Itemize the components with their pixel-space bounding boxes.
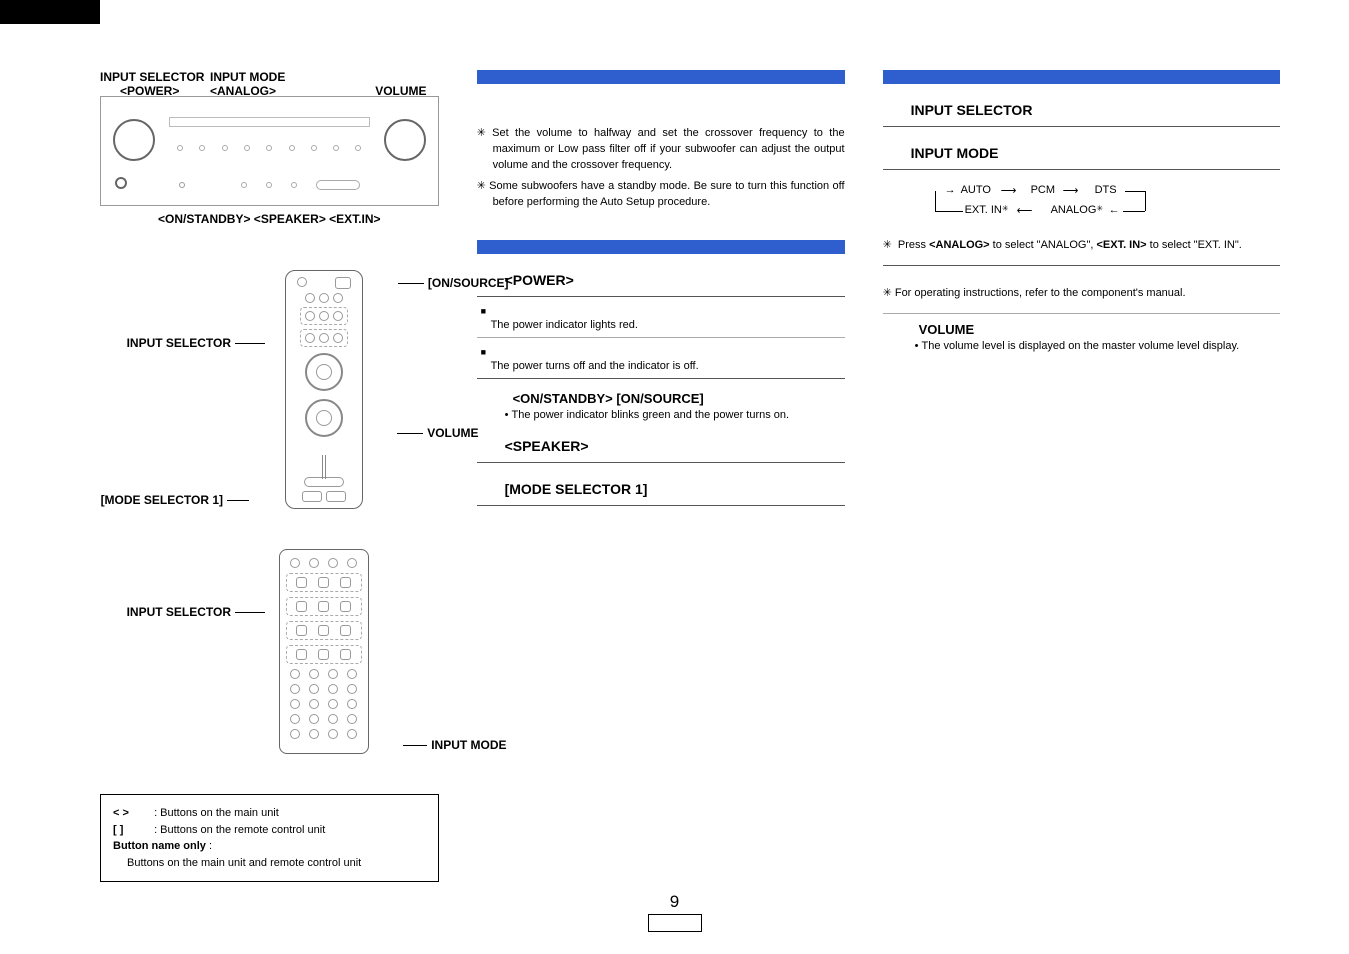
- button-row2-icon: [169, 179, 370, 191]
- callout-on-source: [ON/SOURCE]: [428, 276, 509, 290]
- mode-extin: EXT. IN✳: [965, 204, 1009, 216]
- legend-line-1: < > : Buttons on the main unit: [113, 805, 426, 822]
- callout-input-mode-r2: INPUT MODE: [431, 738, 506, 752]
- divider: [883, 313, 1280, 314]
- receiver-top-labels: INPUT SELECTOR INPUT MODE <POWER> <ANALO…: [100, 70, 439, 96]
- standby-button-icon: [115, 177, 127, 189]
- remote-1-body: [285, 270, 363, 509]
- divider: [883, 169, 1280, 170]
- blue-bar-mid-2: [477, 240, 845, 254]
- legend-line-2: [ ] : Buttons on the remote control unit: [113, 822, 426, 839]
- callout-input-selector-r1: INPUT SELECTOR: [127, 336, 231, 350]
- mode-analog: ANALOG✳: [1051, 204, 1104, 216]
- mode-pcm: PCM: [1031, 184, 1055, 196]
- display-slot-icon: [169, 117, 370, 127]
- mode-auto: AUTO: [961, 184, 991, 196]
- remote-1-diagram: [ON/SOURCE] INPUT SELECTOR VOLUME [MODE …: [239, 270, 439, 509]
- receiver-diagram: [100, 96, 439, 206]
- on-standby-heading: <ON/STANDBY> [ON/SOURCE]: [513, 391, 845, 406]
- on-standby-text: The power indicator blinks green and the…: [505, 408, 845, 424]
- callout-volume-r1: VOLUME: [427, 426, 478, 440]
- divider: [883, 265, 1280, 266]
- legend-line-3: Button name only :: [113, 838, 426, 855]
- divider: [477, 462, 845, 463]
- callout-mode-selector-r1: [MODE SELECTOR 1]: [101, 493, 223, 507]
- power-heading: <POWER>: [505, 272, 845, 288]
- press-analog-note: Press <ANALOG> to select "ANALOG", <EXT.…: [883, 238, 1280, 254]
- subwoofer-note-2: Some subwoofers have a standby mode. Be …: [477, 179, 845, 211]
- remote-2-body: [279, 549, 369, 754]
- legend-symbol-square: [ ]: [113, 822, 151, 839]
- input-mode-diagram: → AUTO ⟶ PCM ⟶ DTS EXT. IN✳ ⟵ ANALOG✳ ←: [923, 184, 1193, 232]
- speaker-heading: <SPEAKER>: [505, 438, 845, 454]
- mode-dts: DTS: [1095, 184, 1117, 196]
- divider: [477, 296, 845, 297]
- power-text-1: The power indicator lights red.: [491, 319, 845, 331]
- legend-text-3: Buttons on the main unit and remote cont…: [113, 855, 426, 872]
- power-text-2: The power turns off and the indicator is…: [491, 360, 845, 372]
- volume-heading: VOLUME: [919, 322, 1280, 337]
- blue-bar-mid-1: [477, 70, 845, 84]
- power-icon-2: ■: [481, 346, 845, 358]
- label-input-mode: INPUT MODE: [210, 70, 285, 84]
- legend-text-2: : Buttons on the remote control unit: [154, 824, 325, 836]
- callout-input-selector-r2: INPUT SELECTOR: [127, 605, 231, 619]
- divider: [477, 337, 845, 338]
- power-icon-1: ■: [481, 305, 845, 317]
- side-tab: [0, 0, 100, 24]
- volume-knob-icon: [384, 119, 426, 161]
- divider: [883, 126, 1280, 127]
- operating-note: For operating instructions, refer to the…: [883, 286, 1280, 302]
- divider: [477, 505, 845, 506]
- page-number: 9: [648, 892, 702, 912]
- legend-bold: Button name only: [113, 840, 206, 852]
- receiver-bottom-labels: <ON/STANDBY> <SPEAKER> <EXT.IN>: [100, 212, 439, 226]
- legend-symbol-angle: < >: [113, 805, 151, 822]
- left-column: INPUT SELECTOR INPUT MODE <POWER> <ANALO…: [100, 70, 439, 882]
- middle-column: Set the volume to halfway and set the cr…: [477, 70, 845, 882]
- page-number-block: 9: [648, 892, 702, 932]
- input-selector-heading: INPUT SELECTOR: [911, 102, 1280, 118]
- label-input-selector: INPUT SELECTOR: [100, 70, 204, 84]
- button-row-icon: [169, 145, 370, 155]
- input-mode-heading: INPUT MODE: [911, 145, 1280, 161]
- right-column: INPUT SELECTOR INPUT MODE → AUTO ⟶ PCM ⟶…: [883, 70, 1280, 882]
- mode-selector-heading: [MODE SELECTOR 1]: [505, 481, 845, 497]
- subwoofer-note-1: Set the volume to halfway and set the cr…: [477, 126, 845, 174]
- blue-bar-right-1: [883, 70, 1280, 84]
- power-knob-icon: [113, 119, 155, 161]
- page-content: INPUT SELECTOR INPUT MODE <POWER> <ANALO…: [100, 70, 1280, 882]
- legend-box: < > : Buttons on the main unit [ ] : But…: [100, 794, 439, 882]
- volume-text: The volume level is displayed on the mas…: [915, 339, 1280, 355]
- page-number-box: [648, 914, 702, 932]
- legend-text-1: : Buttons on the main unit: [154, 807, 279, 819]
- divider: [477, 378, 845, 379]
- remote-2-diagram: INPUT SELECTOR INPUT MODE: [239, 549, 439, 754]
